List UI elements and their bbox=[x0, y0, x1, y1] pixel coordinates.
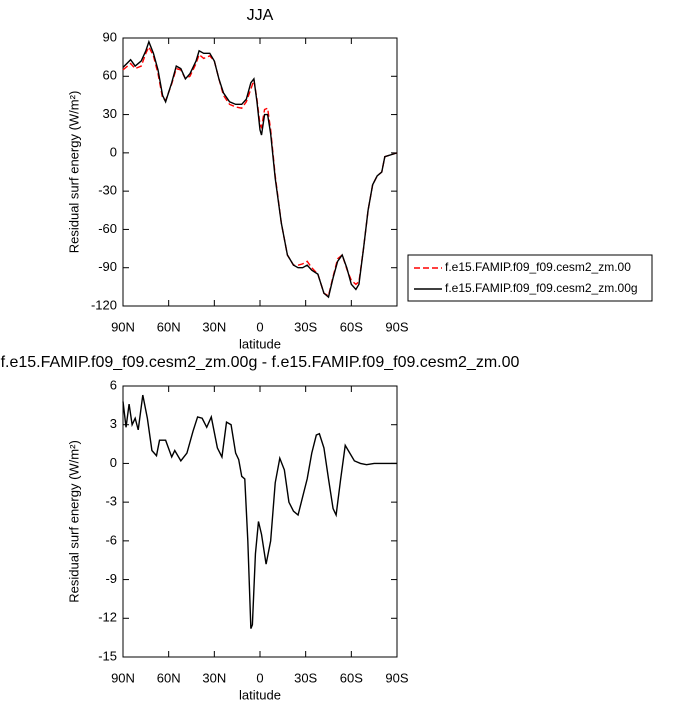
plot-frame bbox=[122, 385, 398, 658]
x-tick-label: 0 bbox=[256, 319, 263, 334]
x-tick-label: 90S bbox=[385, 319, 408, 334]
y-tick-label: 3 bbox=[110, 416, 117, 431]
x-tick-label: 60S bbox=[340, 319, 363, 334]
y-tick-label: -3 bbox=[105, 494, 117, 509]
chart-title: JJA bbox=[247, 7, 274, 24]
x-tick-label: 30S bbox=[294, 670, 317, 685]
y-tick-label: 60 bbox=[103, 68, 117, 83]
x-axis-label: latitude bbox=[239, 687, 281, 702]
x-tick-label: 60N bbox=[157, 670, 181, 685]
y-tick-label: -60 bbox=[98, 221, 117, 236]
y-tick-label: 30 bbox=[103, 106, 117, 121]
y-tick-label: 0 bbox=[110, 455, 117, 470]
y-tick-label: 6 bbox=[110, 377, 117, 392]
y-tick-label: 90 bbox=[103, 29, 117, 44]
data-line bbox=[122, 394, 397, 629]
y-tick-label: -15 bbox=[98, 648, 117, 663]
x-tick-label: 60N bbox=[157, 319, 181, 334]
y-tick-label: -9 bbox=[105, 571, 117, 586]
data-line bbox=[122, 39, 398, 299]
plot-frame bbox=[122, 37, 398, 307]
y-tick-label: -90 bbox=[98, 259, 117, 274]
x-tick-label: 90N bbox=[111, 670, 135, 685]
x-tick-label: 90S bbox=[385, 670, 408, 685]
x-tick-label: 30N bbox=[202, 319, 226, 334]
x-tick-label: 90N bbox=[111, 319, 135, 334]
x-tick-label: 0 bbox=[256, 670, 263, 685]
x-tick-label: 60S bbox=[340, 670, 363, 685]
data-line bbox=[122, 45, 398, 297]
y-tick-label: -120 bbox=[91, 297, 117, 312]
x-axis-label: latitude bbox=[239, 336, 281, 351]
y-tick-label: -30 bbox=[98, 183, 117, 198]
x-tick-label: 30S bbox=[294, 319, 317, 334]
legend-label: f.e15.FAMIP.f09_f09.cesm2_zm.00g bbox=[445, 281, 638, 295]
x-tick-label: 30N bbox=[202, 670, 226, 685]
y-tick-label: -6 bbox=[105, 532, 117, 547]
y-axis-label: Residual surf energy (W/m²) bbox=[66, 91, 81, 254]
legend-box bbox=[407, 254, 653, 302]
y-axis-label: Residual surf energy (W/m²) bbox=[66, 440, 81, 603]
legend: f.e15.FAMIP.f09_f09.cesm2_zm.00 f.e15.FAM… bbox=[407, 254, 653, 302]
chart-title: f.e15.FAMIP.f09_f09.cesm2_zm.00g - f.e15… bbox=[1, 354, 520, 371]
y-tick-label: -12 bbox=[98, 610, 117, 625]
panel: JJA -120 -90 -60 -30 0 30 60 90 90N 60N 30N 0 30S 60S 9… bbox=[66, 7, 653, 351]
panel: f.e15.FAMIP.f09_f09.cesm2_zm.00g - f.e15… bbox=[1, 354, 520, 702]
legend-label: f.e15.FAMIP.f09_f09.cesm2_zm.00 bbox=[445, 260, 631, 274]
y-tick-label: 0 bbox=[110, 144, 117, 159]
